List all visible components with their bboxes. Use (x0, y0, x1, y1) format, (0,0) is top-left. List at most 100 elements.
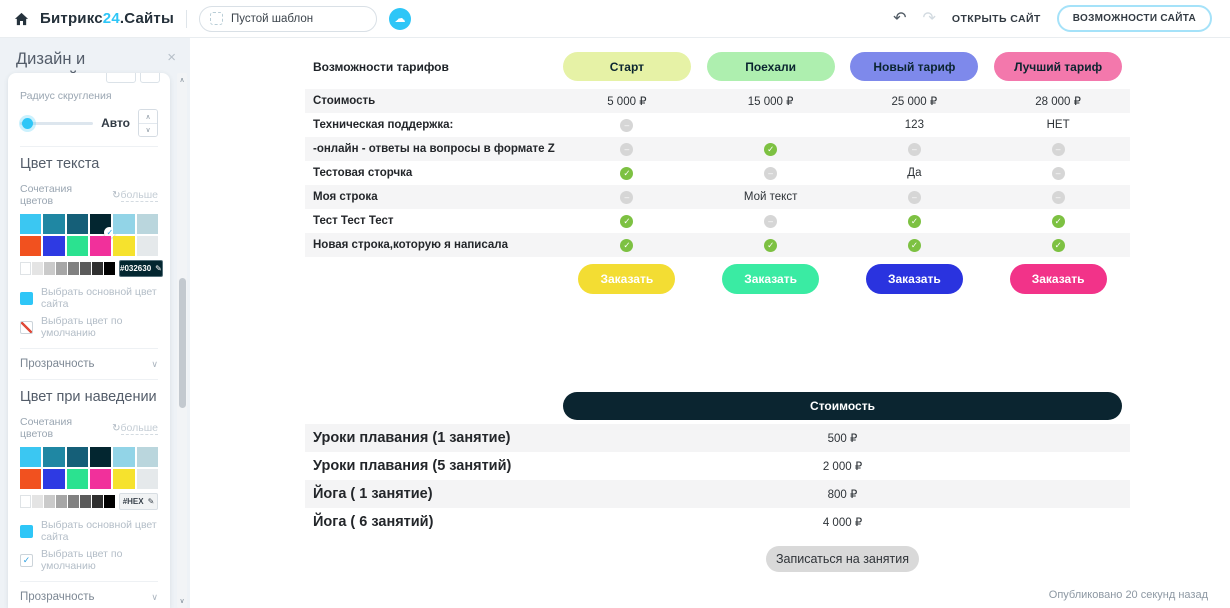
color-swatch[interactable] (43, 447, 65, 467)
color-swatch[interactable] (20, 236, 42, 256)
plan-pill[interactable]: Поехали (706, 52, 835, 81)
color-swatch[interactable] (44, 262, 55, 275)
minus-icon: – (986, 190, 1130, 204)
cell-value: Да (907, 167, 922, 179)
color-swatch[interactable] (43, 469, 65, 489)
order-button[interactable]: Заказать (865, 264, 963, 294)
color-swatch[interactable]: ✓ (90, 214, 116, 238)
signup-button[interactable]: Записаться на занятия (766, 546, 919, 572)
pick-primary-label: Выбрать основной цвет сайта (41, 519, 157, 543)
color-swatch[interactable] (56, 262, 67, 275)
template-selector[interactable]: Пустой шаблон (199, 5, 377, 32)
divider (20, 348, 158, 349)
plan-column-1: Старт (555, 52, 699, 81)
order-button[interactable]: Заказать (1009, 264, 1107, 294)
color-swatch[interactable] (20, 447, 42, 467)
color-swatch[interactable] (66, 236, 88, 256)
color-swatch[interactable] (92, 495, 103, 508)
color-swatch[interactable] (113, 236, 135, 256)
opacity-collapse[interactable]: Прозрачность ∨ (20, 358, 158, 370)
color-swatch[interactable] (68, 495, 79, 508)
no-color-icon (20, 320, 33, 334)
color-swatch[interactable] (43, 214, 65, 234)
refresh-icon[interactable]: ↻ (112, 189, 121, 201)
app-logo: Битрикс24.Сайты (40, 10, 174, 27)
color-swatch[interactable] (80, 262, 91, 275)
hex-value-badge[interactable]: #032630 ✎ (119, 260, 163, 277)
template-name: Пустой шаблон (231, 12, 314, 25)
color-swatch[interactable] (68, 262, 79, 275)
pick-primary-color[interactable]: Выбрать основной цвет сайта (20, 519, 158, 543)
published-status: Опубликовано 20 секунд назад (1048, 589, 1208, 601)
color-swatch[interactable] (113, 447, 135, 467)
order-cell: Заказать (843, 264, 987, 294)
color-swatch[interactable] (44, 495, 55, 508)
pick-default-color[interactable]: ✓ Выбрать цвет по умолчанию (20, 548, 158, 572)
opacity-collapse[interactable]: Прозрачность ∨ (20, 591, 158, 603)
plan-pill[interactable]: Новый тариф (850, 52, 979, 81)
open-site-link[interactable]: ОТКРЫТЬ САЙТ (951, 12, 1041, 25)
undo-icon[interactable]: ↶ (893, 9, 907, 27)
color-swatch[interactable] (136, 469, 158, 489)
color-swatch[interactable] (104, 495, 115, 508)
color-swatch[interactable] (136, 236, 158, 256)
color-swatch[interactable] (92, 262, 103, 275)
color-swatch[interactable] (136, 214, 158, 234)
publish-cloud-button[interactable]: ☁ (389, 7, 411, 30)
list-item: Уроки плавания (1 занятие) 500 ₽ (305, 424, 1130, 452)
stepper-up-button[interactable]: ∧ (139, 110, 157, 123)
color-swatch[interactable] (113, 214, 135, 234)
color-swatch[interactable] (43, 236, 65, 256)
color-swatch[interactable] (66, 214, 88, 234)
color-swatch[interactable] (32, 495, 43, 508)
plan-column-4: Лучший тариф (986, 52, 1130, 81)
pick-default-color[interactable]: Выбрать цвет по умолчанию (20, 315, 158, 339)
color-swatch[interactable] (56, 495, 67, 508)
color-swatch[interactable] (136, 447, 158, 467)
refresh-icon[interactable]: ↻ (112, 422, 121, 434)
color-swatch[interactable] (90, 469, 112, 489)
more-colors-link[interactable]: больше (120, 421, 158, 435)
scroll-up-icon[interactable]: ∧ (179, 77, 185, 84)
price-list-table: Стоимость Уроки плавания (1 занятие) 500 … (305, 392, 1130, 572)
check-icon: ✓ (699, 142, 843, 156)
scroll-down-icon[interactable]: ∨ (179, 598, 185, 605)
check-icon: ✓ (555, 238, 699, 252)
stepper-down-button[interactable]: ∨ (139, 123, 157, 136)
row-label: Моя строка (313, 191, 378, 203)
color-swatch[interactable] (66, 447, 88, 467)
chevron-down-icon: ∨ (151, 591, 158, 602)
order-button[interactable]: Заказать (578, 264, 676, 294)
color-swatch[interactable] (20, 214, 42, 234)
color-swatch[interactable] (20, 262, 31, 275)
redo-icon[interactable]: ↷ (922, 9, 936, 27)
close-icon[interactable]: × (167, 49, 176, 66)
color-swatch[interactable] (90, 447, 112, 467)
order-button[interactable]: Заказать (722, 264, 820, 294)
hover-color-heading: Цвет при наведении (20, 389, 157, 405)
home-icon[interactable] (14, 11, 30, 27)
scrollbar-thumb[interactable] (178, 278, 186, 408)
cell-value: 25 000 ₽ (891, 96, 938, 108)
color-swatch[interactable] (66, 469, 88, 489)
color-swatch[interactable] (104, 262, 115, 275)
plan-pill[interactable]: Старт (562, 52, 691, 81)
primary-color-swatch-icon (20, 524, 33, 538)
color-swatch[interactable] (90, 236, 112, 256)
radius-slider-knob[interactable] (22, 117, 33, 129)
plan-pill[interactable]: Лучший тариф (994, 52, 1123, 81)
color-swatch[interactable] (80, 495, 91, 508)
color-swatch[interactable] (20, 495, 31, 508)
radius-slider[interactable] (20, 117, 94, 129)
pick-primary-color[interactable]: Выбрать основной цвет сайта (20, 286, 158, 310)
hex-value-badge[interactable]: #HEX ✎ (119, 493, 158, 510)
site-features-button[interactable]: ВОЗМОЖНОСТИ САЙТА (1056, 5, 1212, 32)
minus-icon: – (555, 118, 699, 132)
sidebar-scrollbar[interactable]: ∧ ∨ (177, 73, 187, 608)
color-swatch[interactable] (32, 262, 43, 275)
more-colors-link[interactable]: больше (120, 188, 158, 202)
minus-icon: – (843, 142, 987, 156)
topbar-divider (186, 9, 187, 28)
color-swatch[interactable] (20, 469, 42, 489)
color-swatch[interactable] (113, 469, 135, 489)
